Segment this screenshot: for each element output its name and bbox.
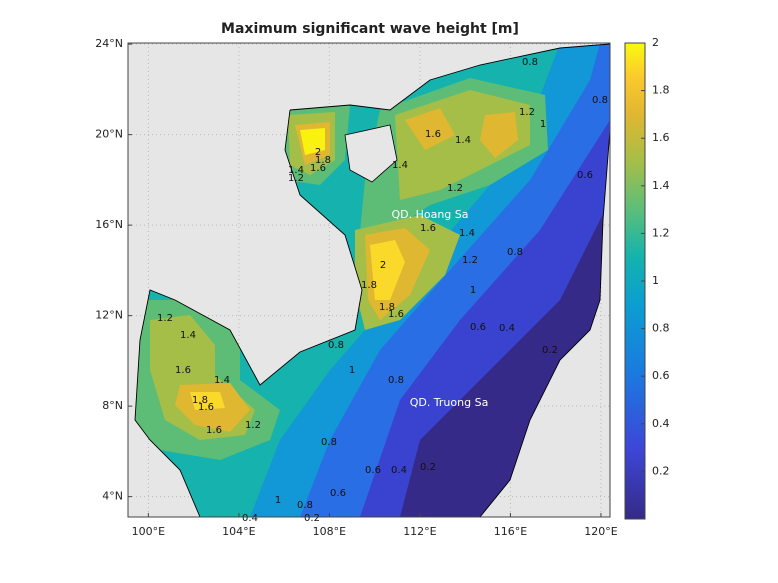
contour-label: 1.6 (198, 402, 214, 413)
contour-label: 0.4 (499, 323, 515, 334)
colorbar-tick-label: 0.8 (652, 322, 670, 335)
x-tick-label: 116°E (494, 525, 527, 538)
annotation: QD. Truong Sa (410, 396, 489, 409)
contour-label: 0.8 (328, 340, 344, 351)
contour-label: 1.2 (462, 255, 478, 266)
contour-label: 1.4 (392, 160, 408, 171)
contour-label: 1.2 (519, 107, 535, 118)
contour-label: 1.6 (388, 309, 404, 320)
island (344, 124, 398, 183)
contour-label: 0.2 (304, 513, 320, 524)
contour-label: 1.8 (361, 280, 377, 291)
colorbar-tick-label: 1.8 (652, 84, 670, 97)
colorbar-tick-label: 1.6 (652, 131, 670, 144)
contour-label: 0.8 (321, 437, 337, 448)
contour-label: 1 (349, 365, 355, 376)
colorbar-tick-label: 0.4 (652, 417, 670, 430)
contour-label: 1.2 (245, 420, 261, 431)
contour-label: 0.8 (388, 375, 404, 386)
contour-label: 1.8 (192, 395, 208, 406)
x-tick-label: 108°E (313, 525, 346, 538)
x-tick-label: 120°E (584, 525, 617, 538)
y-tick-label: 16°N (95, 218, 123, 231)
contour-label: 1.8 (379, 302, 395, 313)
contour-label: 1.2 (157, 313, 173, 324)
contour-label: 1.6 (310, 163, 326, 174)
contour-label: 0.8 (507, 247, 523, 258)
colorbar-tick-label: 0.2 (652, 464, 670, 477)
contour-label: 1.6 (420, 223, 436, 234)
contour-label: 0.8 (297, 500, 313, 511)
colorbar-tick-label: 1 (652, 274, 659, 287)
colorbar-tick-label: 1.4 (652, 179, 670, 192)
x-tick-label: 104°E (222, 525, 255, 538)
contour-label: 1.2 (288, 173, 304, 184)
y-tick-label: 8°N (102, 399, 123, 412)
contour-label: 1.6 (206, 425, 222, 436)
contour-label: 1 (540, 119, 546, 130)
contour-label: 1.4 (459, 228, 475, 239)
contour-label: 1.6 (425, 129, 441, 140)
map-frame (127, 42, 611, 518)
contour-label: 0.8 (522, 57, 538, 68)
contour-label: 0.2 (542, 345, 558, 356)
y-tick-label: 24°N (95, 37, 123, 50)
y-tick-label: 12°N (95, 309, 123, 322)
contour-label: 2 (380, 260, 386, 271)
contour-label: 1.6 (175, 365, 191, 376)
colorbar-tick-label: 1.2 (652, 226, 670, 239)
contour-label: 0.2 (420, 462, 436, 473)
contour-label: 1.8 (315, 155, 331, 166)
contour-labels: 0.81.211.61.41.21.421.81.61.41.20.80.60.… (157, 57, 608, 524)
contour-label: 1.4 (180, 330, 196, 341)
contour-label: 0.6 (365, 465, 381, 476)
contour-label: 1.4 (455, 135, 471, 146)
contour-label: 1.4 (288, 165, 304, 176)
coastline (134, 43, 611, 518)
colorbar-tick-label: 2 (652, 36, 659, 49)
contour-label: 0.8 (592, 95, 608, 106)
contour-label: 0.4 (391, 465, 407, 476)
contour-label: 0.4 (242, 513, 258, 524)
contour-label: 0.6 (470, 322, 486, 333)
contour-label: 1 (470, 285, 476, 296)
annotation: QD. Hoang Sa (391, 208, 468, 221)
x-tick-label: 100°E (132, 525, 165, 538)
contour-label: 1 (275, 495, 281, 506)
title: Maximum significant wave height [m] (221, 21, 519, 37)
colorbar-tick-label: 0.6 (652, 369, 670, 382)
x-tick-label: 112°E (403, 525, 436, 538)
contour-label: 0.6 (577, 170, 593, 181)
contour-label: 0.6 (330, 488, 346, 499)
y-tick-label: 4°N (102, 490, 123, 503)
contour-label: 2 (315, 147, 321, 158)
y-tick-label: 20°N (95, 128, 123, 141)
contour-label: 1.2 (447, 183, 463, 194)
contour-label: 1.4 (214, 375, 230, 386)
